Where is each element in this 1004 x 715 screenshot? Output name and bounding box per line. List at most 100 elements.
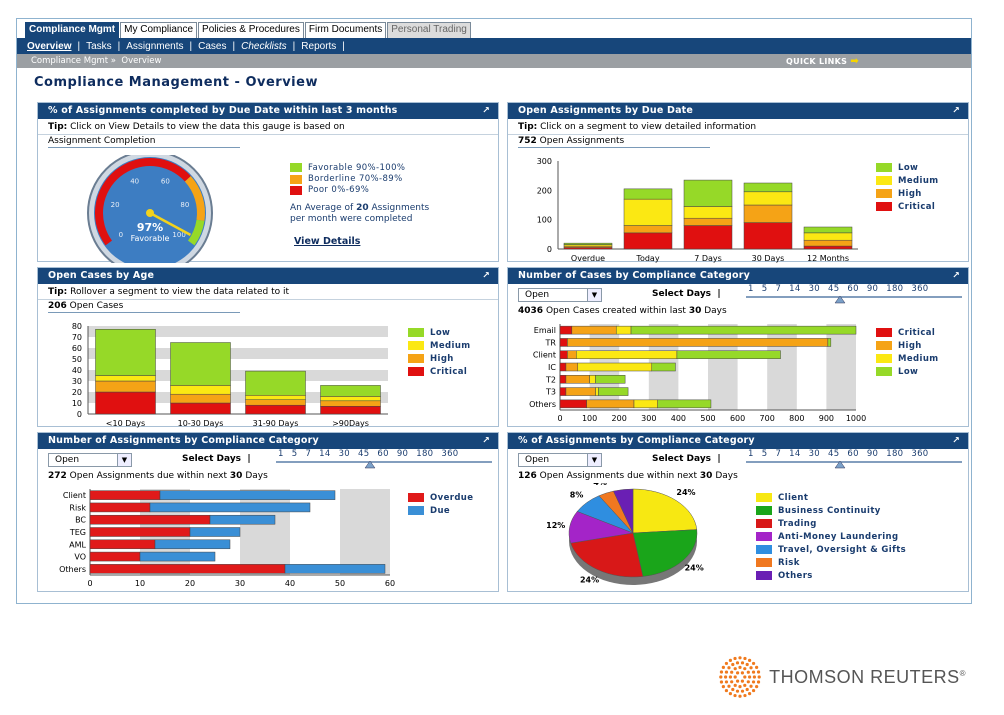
nav-tasks[interactable]: Tasks <box>86 40 112 52</box>
pie-slice[interactable] <box>632 529 698 577</box>
bar-segment-medium[interactable] <box>633 399 658 409</box>
bar-segment-critical[interactable] <box>623 232 673 250</box>
bar-segment-medium[interactable] <box>683 206 733 219</box>
bar-segment-critical[interactable] <box>683 225 733 250</box>
day-option[interactable]: 5 <box>761 284 768 294</box>
day-option[interactable]: 360 <box>441 449 459 459</box>
bar-segment-medium[interactable] <box>95 375 156 382</box>
cases-age-bar-chart[interactable]: 0 10 20 30 40 50 60 70 80 <10 Days 10-30 Days 31-90… <box>38 314 408 428</box>
bar-segment-medium[interactable] <box>576 350 678 359</box>
bar-segment-medium[interactable] <box>623 198 673 226</box>
completion-gauge[interactable]: 0 20 40 60 80 100 97%Favorable <box>76 155 236 263</box>
tab-compliance-mgmt[interactable]: Compliance Mgmt <box>25 22 120 38</box>
bar-segment-high[interactable] <box>743 204 793 223</box>
popout-icon[interactable]: ↗ <box>482 106 490 116</box>
popout-icon[interactable]: ↗ <box>482 436 490 446</box>
bar-segment-critical[interactable] <box>245 404 306 415</box>
day-option[interactable]: 7 <box>775 284 782 294</box>
popout-icon[interactable]: ↗ <box>952 106 960 116</box>
days-slider[interactable] <box>744 458 966 470</box>
bar-segment-low[interactable] <box>245 370 306 396</box>
days-slider[interactable] <box>744 293 966 305</box>
bar-segment-due[interactable] <box>209 514 276 525</box>
bar-segment-medium[interactable] <box>595 387 599 396</box>
day-option[interactable]: 90 <box>866 284 879 294</box>
day-option[interactable]: 45 <box>828 449 840 459</box>
bar-segment-critical[interactable] <box>320 406 381 415</box>
bar-segment-critical[interactable] <box>559 387 567 396</box>
day-option[interactable]: 180 <box>886 284 904 294</box>
bar-segment-high[interactable] <box>170 393 231 404</box>
quick-links[interactable]: QUICK LINKS ➡ <box>786 56 859 67</box>
bar-segment-low[interactable] <box>563 242 613 245</box>
bar-segment-medium[interactable] <box>743 191 793 206</box>
bar-segment-due[interactable] <box>189 527 241 537</box>
bar-segment-low[interactable] <box>651 362 676 372</box>
view-details-link[interactable]: View Details <box>294 236 361 247</box>
tab-my-compliance[interactable]: My Compliance <box>120 22 198 38</box>
day-option[interactable]: 60 <box>847 449 859 459</box>
bar-segment-critical[interactable] <box>95 391 156 415</box>
day-option[interactable]: 90 <box>396 449 409 459</box>
bar-segment-high[interactable] <box>567 338 829 347</box>
bar-segment-low[interactable] <box>803 226 853 234</box>
bar-segment-medium[interactable] <box>803 232 853 241</box>
category-pie-chart[interactable]: 24%24%24%12%8%4%5% <box>508 483 748 593</box>
slider-handle[interactable] <box>834 460 846 469</box>
status-select[interactable]: Open ▼ <box>48 453 132 467</box>
bar-segment-low[interactable] <box>743 182 793 193</box>
bar-segment-critical[interactable] <box>559 325 573 335</box>
bar-segment-low[interactable] <box>630 325 857 335</box>
day-option[interactable]: 180 <box>416 449 434 459</box>
tab-personal-trading[interactable]: Personal Trading <box>387 22 471 38</box>
tab-firm-documents[interactable]: Firm Documents <box>304 22 387 38</box>
nav-reports[interactable]: Reports <box>301 40 337 52</box>
day-option[interactable]: 1 <box>748 284 754 294</box>
bar-segment-low[interactable] <box>676 350 781 359</box>
breadcrumb-parent[interactable]: Compliance Mgmt » <box>31 56 116 66</box>
bar-segment-low[interactable] <box>827 338 832 347</box>
slider-handle[interactable] <box>834 295 846 304</box>
bar-segment-overdue[interactable] <box>89 551 141 562</box>
day-option[interactable]: 14 <box>319 449 331 459</box>
bar-segment-medium[interactable] <box>589 375 596 384</box>
day-option[interactable]: 90 <box>866 449 879 459</box>
bar-segment-low[interactable] <box>683 179 733 207</box>
bar-segment-low[interactable] <box>320 385 381 397</box>
pie-slice[interactable] <box>613 488 634 534</box>
bar-segment-high[interactable] <box>95 380 156 393</box>
bar-segment-critical[interactable] <box>559 350 568 359</box>
status-select[interactable]: Open ▼ <box>518 453 602 467</box>
bar-segment-critical[interactable] <box>559 338 568 347</box>
bar-segment-medium[interactable] <box>170 385 231 395</box>
bar-segment-overdue[interactable] <box>89 539 156 550</box>
bar-segment-medium[interactable] <box>615 325 632 335</box>
cases-category-bar-chart[interactable]: 0 100 200 300 400 500 600 700 800 900 1000 Email TR C… <box>508 318 873 428</box>
bar-segment-high[interactable] <box>565 387 596 396</box>
tab-policies-procedures[interactable]: Policies & Procedures <box>198 22 304 38</box>
bar-segment-low[interactable] <box>95 329 156 376</box>
day-option[interactable]: 5 <box>761 449 768 459</box>
bar-segment-low[interactable] <box>595 375 626 384</box>
bar-segment-low[interactable] <box>170 342 231 386</box>
day-option[interactable]: 30 <box>338 449 350 459</box>
bar-segment-medium[interactable] <box>320 396 381 402</box>
bar-segment-high[interactable] <box>567 350 577 359</box>
bar-segment-due[interactable] <box>139 551 216 562</box>
day-option[interactable]: 360 <box>911 449 929 459</box>
day-option[interactable]: 30 <box>808 284 820 294</box>
nav-cases[interactable]: Cases <box>198 40 227 52</box>
nav-assignments[interactable]: Assignments <box>126 40 184 52</box>
day-option[interactable]: 30 <box>808 449 820 459</box>
pie-slice[interactable] <box>632 488 698 534</box>
day-option[interactable]: 1 <box>748 449 754 459</box>
assignments-category-bar-chart[interactable]: 0 10 20 30 40 50 60 Client Risk BC TEG AML VO Others <box>38 483 403 593</box>
bar-segment-high[interactable] <box>683 217 733 226</box>
day-option[interactable]: 45 <box>828 284 840 294</box>
day-option[interactable]: 5 <box>291 449 298 459</box>
bar-segment-high[interactable] <box>571 325 617 335</box>
bar-segment-overdue[interactable] <box>89 564 286 574</box>
bar-segment-high[interactable] <box>245 399 306 406</box>
nav-checklists[interactable]: Checklists <box>241 40 287 52</box>
bar-segment-due[interactable] <box>149 502 311 513</box>
